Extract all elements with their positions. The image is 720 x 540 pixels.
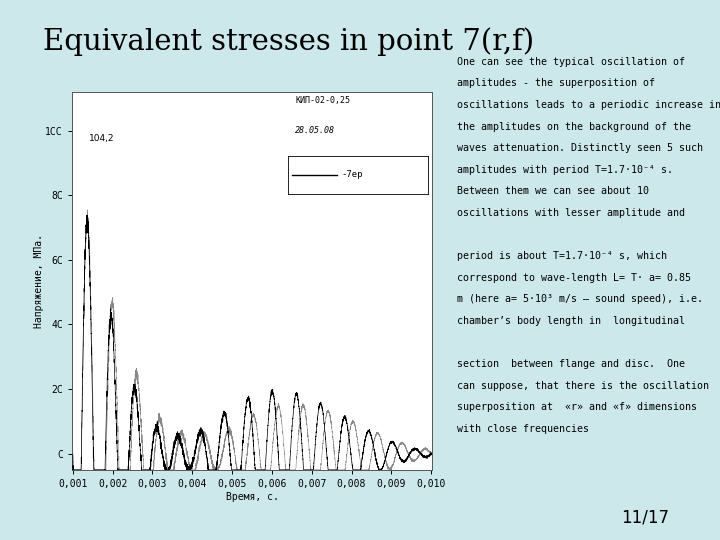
Text: КИП-02-0,25: КИП-02-0,25: [295, 96, 350, 105]
Text: correspond to wave-length L= T· a= 0.85: correspond to wave-length L= T· a= 0.85: [457, 273, 691, 283]
Text: 11/17: 11/17: [621, 509, 670, 526]
Text: chamber’s body length in  longitudinal: chamber’s body length in longitudinal: [457, 316, 685, 326]
Text: section  between flange and disc.  One: section between flange and disc. One: [457, 359, 685, 369]
Text: Between them we can see about 10: Between them we can see about 10: [457, 186, 649, 197]
Text: period is about T=1.7·10⁻⁴ s, which: period is about T=1.7·10⁻⁴ s, which: [457, 251, 667, 261]
Text: amplitudes with period T=1.7·10⁻⁴ s.: amplitudes with period T=1.7·10⁻⁴ s.: [457, 165, 673, 175]
Text: m (here a= 5·10³ m/s – sound speed), i.e.: m (here a= 5·10³ m/s – sound speed), i.e…: [457, 294, 703, 305]
Text: can suppose, that there is the oscillation: can suppose, that there is the oscillati…: [457, 381, 709, 391]
Text: Equivalent stresses in point 7(r,f): Equivalent stresses in point 7(r,f): [43, 27, 534, 56]
Text: 28.05.08: 28.05.08: [295, 126, 336, 135]
Text: oscillations leads to a periodic increase in: oscillations leads to a periodic increas…: [457, 100, 720, 110]
Text: the amplitudes on the background of the: the amplitudes on the background of the: [457, 122, 691, 132]
Text: One can see the typical oscillation of: One can see the typical oscillation of: [457, 57, 685, 67]
Text: with close frequencies: with close frequencies: [457, 424, 589, 434]
Text: 104,2: 104,2: [89, 134, 114, 143]
Text: oscillations with lesser amplitude and: oscillations with lesser amplitude and: [457, 208, 685, 218]
Text: amplitudes - the superposition of: amplitudes - the superposition of: [457, 78, 655, 89]
Text: superposition at  «r» and «f» dimensions: superposition at «r» and «f» dimensions: [457, 402, 697, 413]
X-axis label: Время, с.: Время, с.: [225, 491, 279, 502]
Text: waves attenuation. Distinctly seen 5 such: waves attenuation. Distinctly seen 5 suc…: [457, 143, 703, 153]
Y-axis label: Напряжение, МПа.: Напряжение, МПа.: [34, 234, 44, 328]
